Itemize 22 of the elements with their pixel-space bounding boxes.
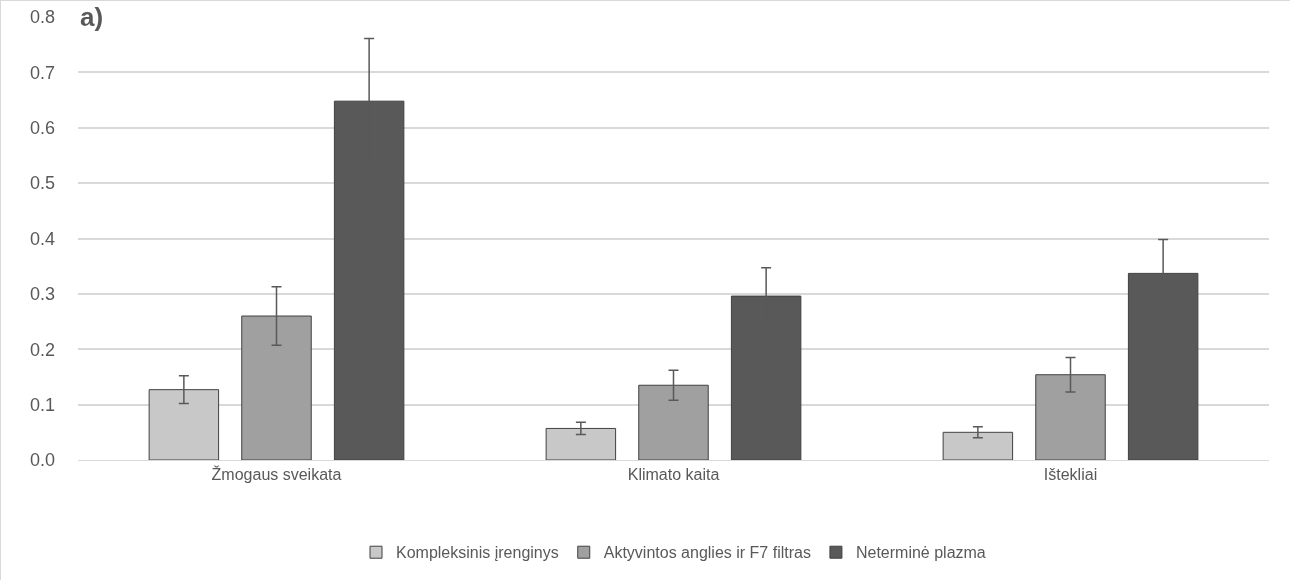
x-tick-label: Klimato kaita (627, 466, 720, 484)
bar (638, 384, 709, 460)
bar (545, 427, 617, 460)
annotation: a) (80, 2, 104, 32)
bar (241, 315, 312, 460)
y-tick-label: 0.3 (29, 284, 55, 305)
y-tick-label: 0.4 (29, 228, 55, 249)
y-tick-label: 0.1 (29, 394, 55, 415)
y-tick-label: 0.0 (29, 450, 55, 471)
x-tick-label: Žmogaus sveikata (211, 465, 342, 484)
bar (148, 389, 220, 460)
bar (942, 431, 1014, 460)
x-tick-label: Ištekliai (1043, 466, 1098, 484)
y-tick-label: 0.7 (29, 62, 55, 83)
bar (1035, 374, 1106, 460)
y-tick-label: 0.8 (29, 7, 55, 28)
y-tick-label: 0.6 (29, 118, 55, 139)
y-tick-label: 0.5 (29, 173, 55, 194)
y-tick-label: 0.2 (29, 339, 55, 360)
legend-label: Neterminė plazma (855, 544, 986, 562)
legend-label: Kompleksinis įrenginys (396, 544, 559, 562)
legend-label: Aktyvintos anglies ir F7 filtras (603, 544, 811, 562)
